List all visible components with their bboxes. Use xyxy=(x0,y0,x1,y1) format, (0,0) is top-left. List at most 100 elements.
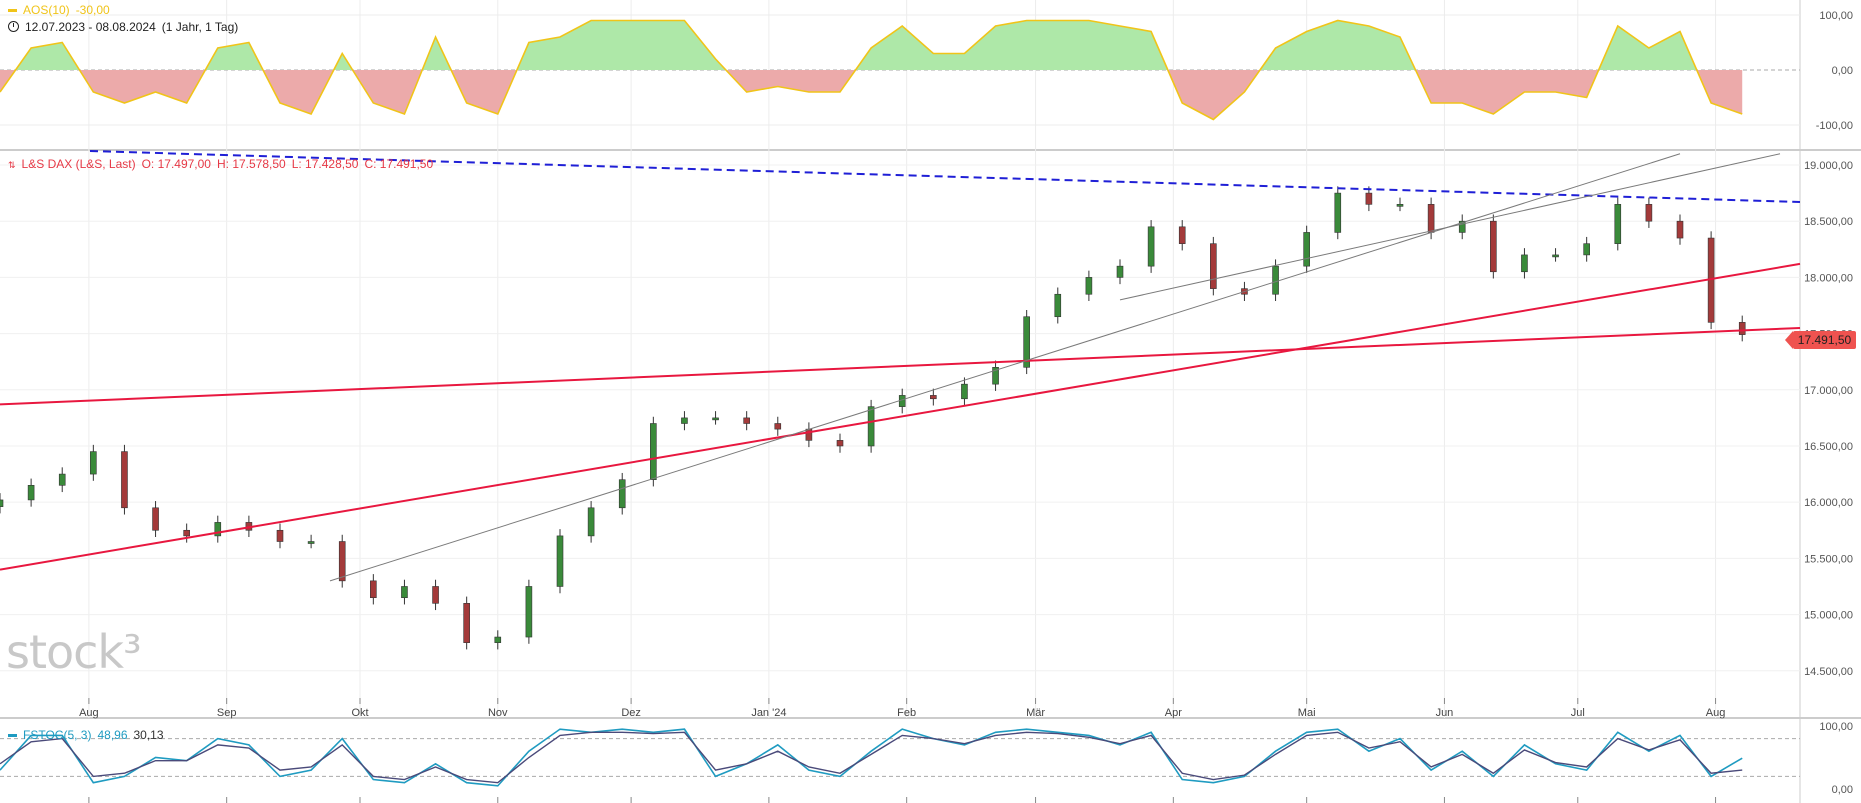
stoch-legend-d: 30,13 xyxy=(133,728,164,742)
range-legend: 12.07.2023 - 08.08.2024 (1 Jahr, 1 Tag) xyxy=(8,20,244,34)
aos-line xyxy=(0,19,1743,121)
price-y-tick-label: 16.000,00 xyxy=(1804,497,1853,509)
candle-down xyxy=(1210,243,1217,289)
candle-up xyxy=(494,636,502,643)
candle-up xyxy=(1147,226,1155,267)
candlestick-icon: ⇅ xyxy=(8,160,16,170)
stoch-y-tick-label: 100,00 xyxy=(1819,721,1853,733)
candle-up xyxy=(1334,192,1342,233)
stock3-logo: stock³ xyxy=(6,625,142,679)
candle-up xyxy=(992,367,999,385)
x-tick-label: Mai xyxy=(1298,707,1316,719)
price-y-tick-label: 18.500,00 xyxy=(1804,216,1853,228)
trendline-red-rising xyxy=(0,262,1801,571)
candle-down xyxy=(1490,220,1497,273)
aos-y-tick-label: -100,00 xyxy=(1816,120,1853,132)
stoch-y-tick-label: 0,00 xyxy=(1832,784,1853,796)
price-y-tick-label: 15.000,00 xyxy=(1804,610,1853,622)
candle-down xyxy=(930,395,937,400)
candle-down xyxy=(1676,220,1684,239)
candle-up xyxy=(90,451,97,475)
candle-up xyxy=(961,383,968,400)
x-tick-label: Feb xyxy=(897,707,916,719)
x-tick-label: Okt xyxy=(351,707,368,719)
stoch-k-line xyxy=(0,728,1743,787)
aos-series-icon xyxy=(8,9,17,13)
x-tick-label: Aug xyxy=(1706,707,1726,719)
candle-down xyxy=(338,541,346,582)
stoch-legend-k: 48,96 xyxy=(97,728,128,742)
candle-up xyxy=(1054,293,1062,318)
price-low: L: 17.428,50 xyxy=(291,157,359,171)
candle-down xyxy=(276,529,284,542)
price-legend: ⇅ L&S DAX (L&S, Last) O: 17.497,00 H: 17.57… xyxy=(8,157,439,171)
price-y-tick-label: 17.000,00 xyxy=(1804,385,1853,397)
candle-up xyxy=(1583,243,1590,256)
price-high: H: 17.578,50 xyxy=(216,157,286,171)
range-interval: (1 Jahr, 1 Tag) xyxy=(161,20,239,34)
price-y-tick-label: 14.500,00 xyxy=(1804,666,1853,678)
candle-up xyxy=(587,507,595,537)
aos-legend-label: AOS(10) xyxy=(23,3,70,17)
price-open: O: 17.497,00 xyxy=(141,157,211,171)
candle-up xyxy=(1023,316,1030,368)
price-y-tick-label: 18.000,00 xyxy=(1804,272,1853,284)
x-tick-label: Sep xyxy=(217,707,237,719)
stoch-legend: FSTOC(5, 3) 48,96 30,13 xyxy=(8,728,170,742)
candle-down xyxy=(183,529,190,537)
candle-up xyxy=(1272,265,1279,295)
candle-up xyxy=(307,541,315,544)
stoch-legend-label: FSTOC(5, 3) xyxy=(23,728,92,742)
price-legend-label: L&S DAX (L&S, Last) xyxy=(21,157,136,171)
candle-up xyxy=(401,586,408,599)
candle-down xyxy=(1427,204,1435,233)
price-y-tick-label: 19.000,00 xyxy=(1804,160,1853,172)
candle-down xyxy=(836,440,844,447)
candle-down xyxy=(805,428,813,441)
aos-negative-area xyxy=(0,70,1743,120)
price-y-tick-label: 15.500,00 xyxy=(1804,553,1853,565)
candle-up xyxy=(1116,265,1124,278)
candle-up xyxy=(1521,254,1528,273)
x-tick-label: Jan '24 xyxy=(751,707,786,719)
trendline-gray-lower xyxy=(1119,153,1781,301)
candle-down xyxy=(370,580,377,599)
candle-down xyxy=(774,423,782,430)
trendline-red-flat xyxy=(0,326,1801,406)
trendline-gray-upper xyxy=(329,153,1681,582)
candle-up xyxy=(867,406,875,447)
stoch-d-line xyxy=(0,731,1743,784)
x-tick-label: Nov xyxy=(488,707,508,719)
aos-y-tick-label: 100,00 xyxy=(1819,10,1853,22)
candle-up xyxy=(1085,277,1093,295)
candle-down xyxy=(1645,204,1653,222)
aos-y-tick-label: 0,00 xyxy=(1832,65,1853,77)
candle-up xyxy=(525,586,533,638)
candle-up xyxy=(214,522,222,537)
candle-up xyxy=(58,473,66,486)
x-tick-label: Jun xyxy=(1436,707,1454,719)
candle-up xyxy=(650,423,657,480)
aos-legend: AOS(10) -30,00 xyxy=(8,3,116,17)
candle-up xyxy=(898,395,906,407)
candle-up xyxy=(1458,220,1466,233)
candle-up xyxy=(681,417,688,424)
candle-down xyxy=(121,451,128,509)
candle-up xyxy=(556,535,564,587)
candle-up xyxy=(27,485,35,501)
candle-up xyxy=(1396,204,1404,207)
price-y-tick-label: 16.500,00 xyxy=(1804,441,1853,453)
candle-down xyxy=(743,417,750,424)
candle-down xyxy=(463,603,470,643)
candle-down xyxy=(1178,226,1186,244)
x-tick-label: Mär xyxy=(1026,707,1045,719)
candle-down xyxy=(432,586,439,604)
clock-icon xyxy=(8,21,19,32)
x-tick-label: Apr xyxy=(1165,707,1182,719)
last-price-tag: 17.491,50 xyxy=(1785,331,1856,349)
x-tick-label: Dez xyxy=(621,707,641,719)
candle-down xyxy=(152,507,159,531)
candle-up xyxy=(1303,232,1310,267)
range-text: 12.07.2023 - 08.08.2024 xyxy=(25,20,156,34)
